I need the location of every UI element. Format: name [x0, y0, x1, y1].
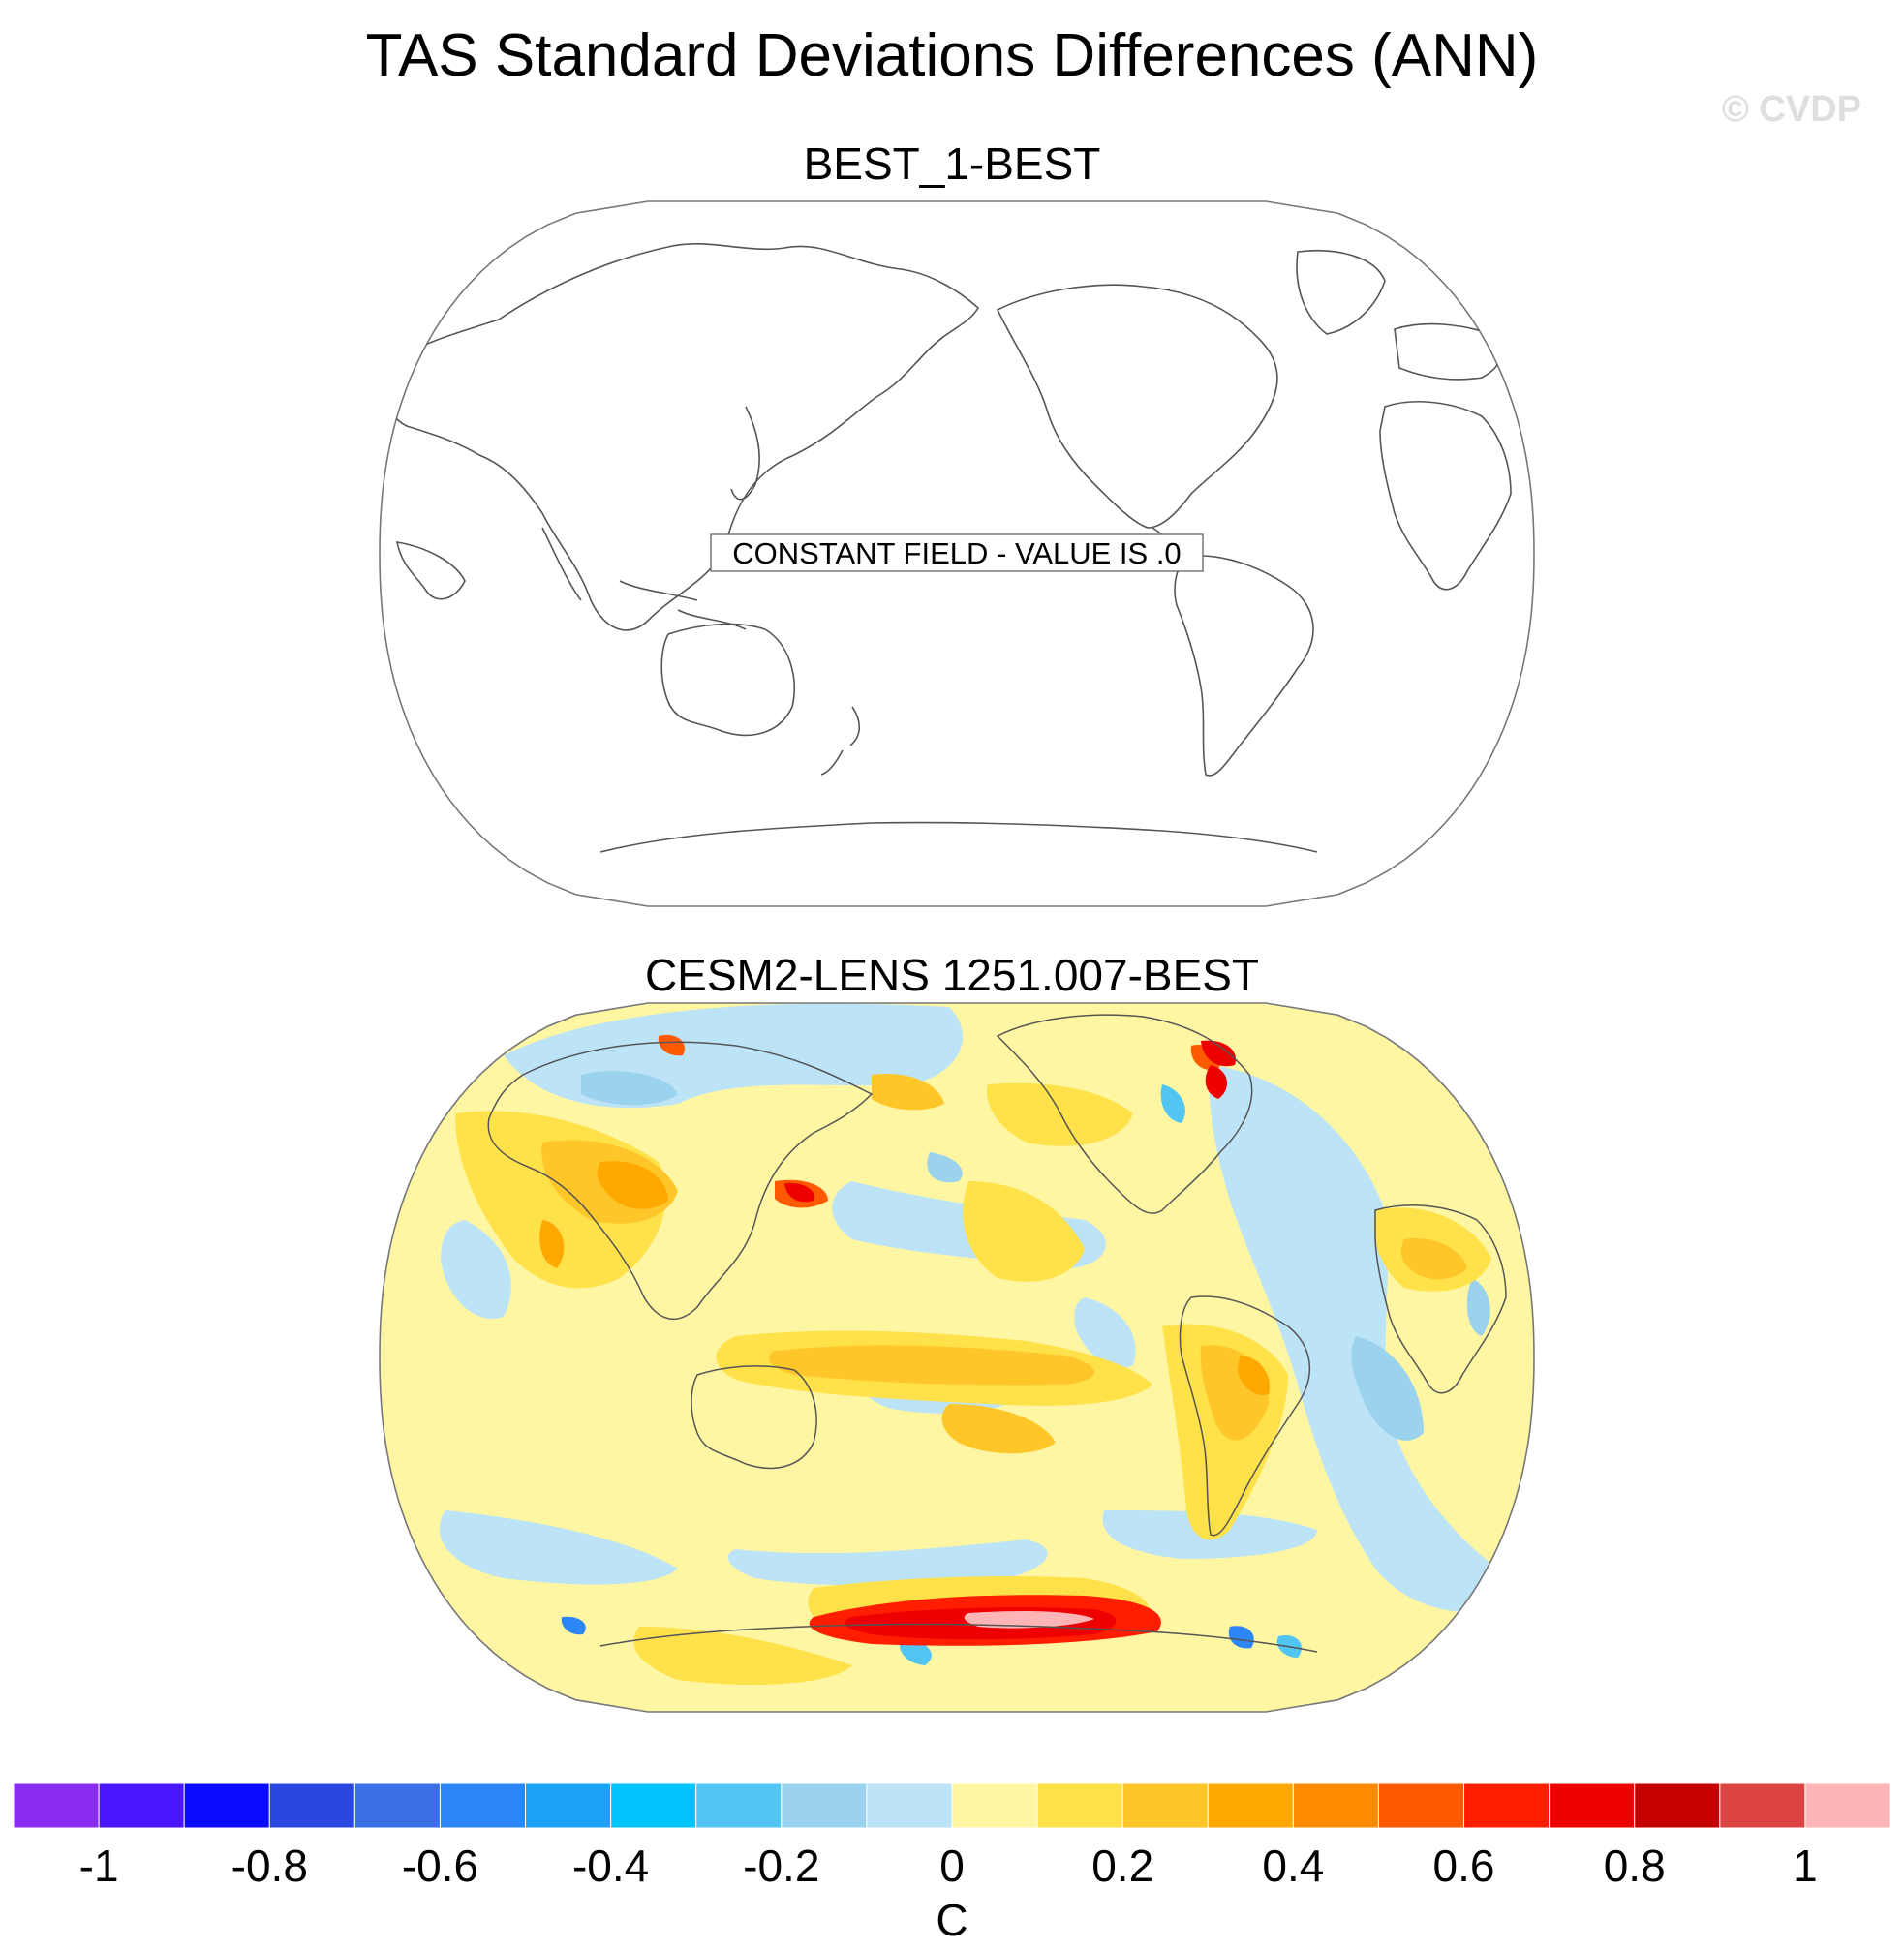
bottom-map-outline	[379, 1002, 1535, 1713]
colorbar-box	[781, 1783, 868, 1828]
bottom-panel-title: CESM2-LENS 1251.007-BEST	[644, 950, 1260, 1000]
colorbar-box	[439, 1783, 527, 1828]
colorbar-tick-label: -0.6	[401, 1841, 479, 1891]
strong-positive-regions	[539, 1161, 1270, 1395]
colorbar-tick-label: -0.8	[230, 1841, 308, 1891]
constant-field-label: CONSTANT FIELD - VALUE IS .0	[710, 533, 1204, 572]
colorbar-box	[1292, 1783, 1379, 1828]
figure-title: TAS Standard Deviations Differences (ANN…	[365, 22, 1539, 89]
strongest-positive-regions	[784, 1040, 1236, 1203]
colorbar-tick-label: -0.2	[743, 1841, 820, 1891]
colorbar-box	[525, 1783, 612, 1828]
bottom-coastlines	[487, 1014, 1507, 1653]
colorbar-box	[183, 1783, 270, 1828]
colorbar-tick-label: 0	[939, 1841, 965, 1891]
colorbar-box	[1549, 1783, 1636, 1828]
colorbar-box	[1634, 1783, 1721, 1828]
bottom-filled-field	[380, 1003, 1534, 1712]
colorbar-box	[98, 1783, 185, 1828]
strongest-negative-regions	[561, 1616, 1254, 1649]
colorbar-tick-label: 0.2	[1091, 1841, 1154, 1891]
colorbar-tick-label: 0.8	[1603, 1841, 1666, 1891]
colorbar-box	[1463, 1783, 1551, 1828]
moderate-negative-regions	[581, 1071, 1490, 1441]
colorbar-box	[353, 1783, 441, 1828]
colorbar-box	[1036, 1783, 1123, 1828]
colorbar-box	[1377, 1783, 1465, 1828]
cvdp-watermark: © CVDP	[1721, 89, 1861, 130]
colorbar-unit: C	[936, 1895, 968, 1945]
colorbar-tick-label: 0.6	[1432, 1841, 1495, 1891]
bottom-panel-map	[379, 1002, 1535, 1713]
top-panel-map: CONSTANT FIELD - VALUE IS .0	[379, 200, 1535, 907]
constant-field-text: CONSTANT FIELD - VALUE IS .0	[732, 536, 1181, 570]
colorbar-box	[1207, 1783, 1294, 1828]
colorbar-box	[866, 1783, 953, 1828]
colorbar-box	[1719, 1783, 1806, 1828]
colorbar-box	[695, 1783, 783, 1828]
top-panel-title: BEST_1-BEST	[803, 138, 1101, 189]
colorbar-tick-label: -0.4	[571, 1841, 650, 1891]
colorbar	[14, 1783, 1890, 1828]
colorbar-box	[1121, 1783, 1209, 1828]
colorbar-box	[951, 1783, 1038, 1828]
colorbar-box	[268, 1783, 355, 1828]
colorbar-box	[1804, 1783, 1890, 1828]
colorbar-tick-label: 0.4	[1262, 1841, 1325, 1891]
colorbar-box	[610, 1783, 697, 1828]
colorbar-tick-label: -1	[78, 1841, 119, 1891]
top-coastlines	[384, 242, 1512, 853]
colorbar-box	[14, 1783, 100, 1828]
colorbar-tick-label: 1	[1793, 1841, 1818, 1891]
